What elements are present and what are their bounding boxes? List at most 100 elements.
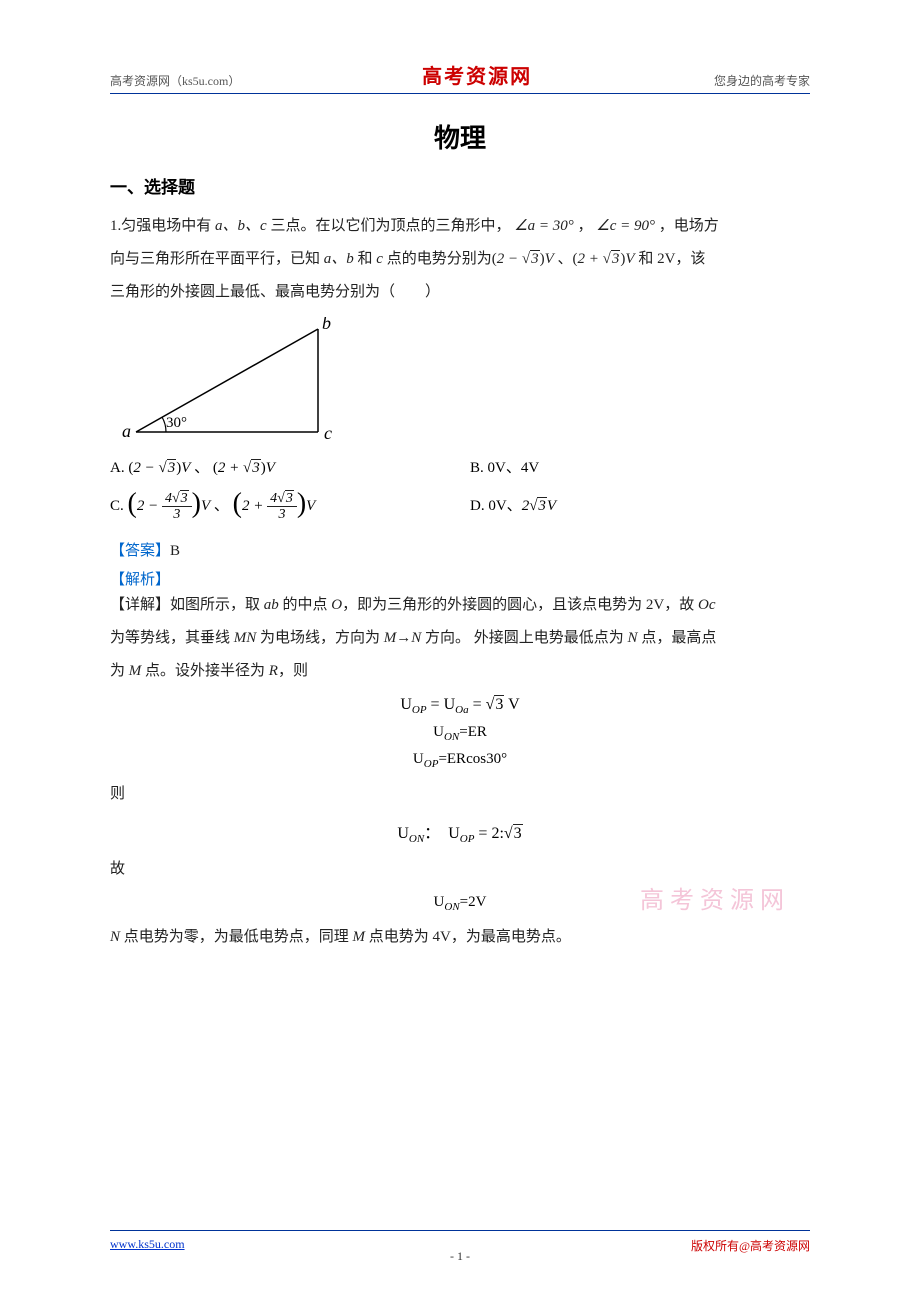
d3b: 点。设外接半径为	[141, 663, 269, 679]
side-ab	[136, 329, 318, 432]
equation-5: UON=2V	[110, 894, 810, 913]
d3c: ，则	[278, 663, 308, 679]
section-heading: 一、选择题	[110, 173, 810, 198]
p2-and: 和 2V，该	[635, 251, 706, 267]
d1a: 如图所示，取	[170, 597, 264, 613]
ze-label: 则	[110, 778, 810, 811]
p2-varc: c	[376, 251, 383, 267]
p2-mid1: 和	[354, 251, 377, 267]
answer-value: B	[170, 543, 180, 559]
option-b-label: B.	[470, 460, 488, 476]
eq2-U: U	[433, 724, 444, 740]
d1c: ，即为三角形的外接圆的圆心，且该点电势为 2V，故	[342, 597, 698, 613]
p2-vars1: a、b	[324, 251, 354, 267]
eq2-rhs: =ER	[459, 724, 487, 740]
eq5-rhs: =2V	[460, 894, 487, 910]
option-a-expr2: (2 + √3)V	[213, 460, 275, 476]
label-c: c	[324, 423, 332, 443]
eq5-U: U	[434, 894, 445, 910]
label-a: a	[122, 421, 131, 441]
fc: M	[353, 929, 366, 945]
footer-link[interactable]: www.ks5u.com	[110, 1237, 185, 1254]
eq4-ls: ON	[409, 833, 424, 845]
p1-prefix: 1.匀强电场中有	[110, 218, 215, 234]
angle-c: ∠c = 90°	[596, 218, 655, 234]
eq3-cos: cos30°	[466, 751, 507, 767]
option-c-sep: 、	[214, 498, 233, 514]
p2-prefix: 向与三角形所在平面平行，已知	[110, 251, 324, 267]
option-a-expr1: (2 − √3)V	[128, 460, 190, 476]
option-d-expr: 2√3V	[522, 498, 556, 514]
eq1-rhs: √3	[486, 696, 505, 714]
eq1-U1: U	[400, 696, 412, 713]
doc-title: 物理	[110, 118, 810, 155]
d1v3: Oc	[698, 597, 716, 613]
option-c: C. (2 − 4√33)V 、 (2 + 4√33)V	[110, 484, 470, 529]
d3v2: R	[269, 663, 278, 679]
d1b: 的中点	[279, 597, 332, 613]
fb: 点电势为零，为最低电势点，同理	[120, 929, 353, 945]
d2v2: M→N	[384, 630, 422, 646]
header-left-text: 高考资源网（ks5u.com）	[110, 72, 240, 89]
final-line: N 点电势为零，为最低电势点，同理 M 点电势为 4V，为最高电势点。	[110, 921, 810, 954]
detail-line-1: 【详解】如图所示，取 ab 的中点 O，即为三角形的外接圆的圆心，且该点电势为 …	[110, 589, 810, 622]
p1-mid1: 三点。在以它们为顶点的三角形中，	[267, 218, 515, 234]
p2-mid2: 点的电势分别为	[383, 251, 492, 267]
d2c: 方向。 外接圆上电势最低点为	[421, 630, 627, 646]
d3v1: M	[129, 663, 142, 679]
header-brand: 高考资源网	[422, 60, 532, 89]
eq1-unit: V	[504, 696, 519, 713]
eq3-rhs: =ER	[438, 751, 466, 767]
expr-b: (2 + √3)V	[573, 251, 635, 267]
p1-suffix: ，电场方	[655, 218, 719, 234]
expr-a: (2 − √3)V	[492, 251, 554, 267]
option-a-sep: 、	[194, 460, 213, 476]
d3a: 为	[110, 663, 129, 679]
gu-label: 故	[110, 853, 810, 886]
option-d-label: D.	[470, 498, 488, 514]
analysis-label: 【解析】	[110, 568, 810, 589]
eq1-eq1: =	[431, 696, 444, 713]
equation-1: UOP = UOa = √3 V	[110, 696, 810, 716]
page-footer: www.ks5u.com - 1 - 版权所有@高考资源网	[110, 1230, 810, 1254]
eq5-sub: ON	[444, 901, 459, 913]
eq4-rs: OP	[460, 833, 475, 845]
equation-4: UON： UOP = 2:√3	[110, 819, 810, 845]
triangle-svg: a b c 30°	[118, 317, 338, 447]
option-d-prefix: 0V、	[488, 498, 521, 514]
eq3-U: U	[413, 751, 424, 767]
problem-line-1: 1.匀强电场中有 a、b、c 三点。在以它们为顶点的三角形中， ∠a = 30°…	[110, 210, 810, 243]
p2-sep: 、	[554, 251, 573, 267]
eq2-sub: ON	[444, 731, 459, 743]
d2d: 点，最高点	[638, 630, 717, 646]
detail-line-3: 为 M 点。设外接半径为 R，则	[110, 655, 810, 688]
triangle-figure: a b c 30°	[118, 317, 810, 452]
d1v2: O	[331, 597, 342, 613]
p1-vars: a、b、c	[215, 218, 267, 234]
answer-label: 【答案】	[110, 543, 170, 559]
angle-a: ∠a = 30°	[514, 218, 574, 234]
d2v1: MN	[234, 630, 257, 646]
equation-2: UON=ER	[110, 724, 810, 743]
page-header: 高考资源网（ks5u.com） 高考资源网 您身边的高考专家	[110, 60, 810, 94]
detail-line-2: 为等势线，其垂线 MN 为电场线，方向为 M→N 方向。 外接圆上电势最低点为 …	[110, 622, 810, 655]
angle-30: 30°	[166, 415, 187, 431]
option-row-1: A. (2 − √3)V 、 (2 + √3)V B. 0V、4V	[110, 456, 810, 480]
d2a: 为等势线，其垂线	[110, 630, 234, 646]
equation-3: UOP=ERcos30°	[110, 751, 810, 770]
problem-line-2: 向与三角形所在平面平行，已知 a、b 和 c 点的电势分别为(2 − √3)V …	[110, 243, 810, 276]
header-right-text: 您身边的高考专家	[714, 72, 810, 89]
eq4-eq: = 2:	[478, 825, 503, 842]
eq1-s1: OP	[412, 704, 427, 716]
detail-label: 【详解】	[110, 597, 170, 613]
eq3-sub: OP	[424, 758, 439, 770]
option-a: A. (2 − √3)V 、 (2 + √3)V	[110, 456, 470, 480]
d2v3: N	[628, 630, 638, 646]
fa: N	[110, 929, 120, 945]
eq4-Ul: U	[397, 825, 409, 842]
option-d: D. 0V、2√3V	[470, 494, 556, 518]
footer-copyright: 版权所有@高考资源网	[691, 1237, 810, 1254]
d2b: 为电场线，方向为	[256, 630, 384, 646]
answer-line: 【答案】B	[110, 539, 810, 560]
eq4-rhs: √3	[504, 825, 523, 843]
